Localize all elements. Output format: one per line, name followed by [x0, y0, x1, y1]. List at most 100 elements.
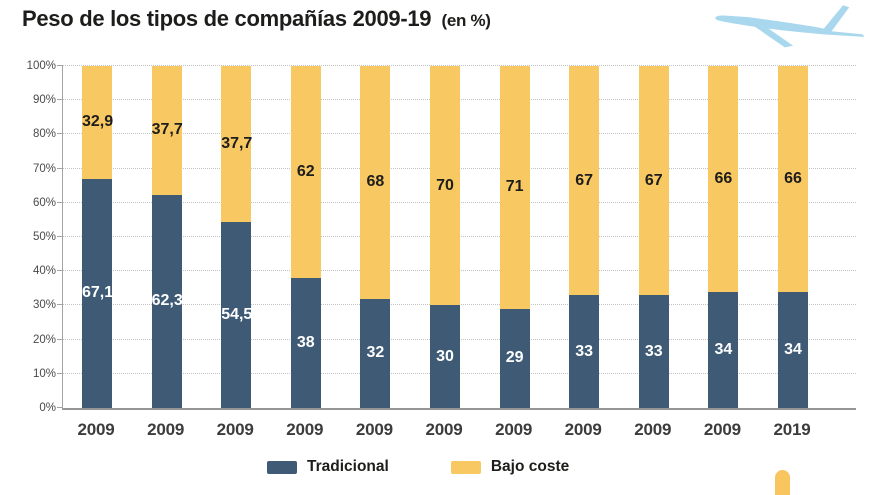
y-tick-90% — [57, 99, 63, 101]
bar-segment-bajo-coste: 66 — [708, 66, 739, 292]
legend-label-bajo-coste: Bajo coste — [490, 458, 570, 475]
corner-yellow-shape — [775, 470, 790, 495]
bar-5: 32 68 — [360, 66, 391, 408]
x-axis-label-10: 2009 — [703, 420, 741, 439]
value-label: 34 — [714, 340, 733, 358]
legend-item-tradicional: Tradicional — [267, 458, 389, 476]
value-label: 62,3 — [151, 292, 183, 310]
value-label: 66 — [714, 169, 733, 187]
y-tick-20% — [57, 338, 63, 340]
bar-segment-tradicional: 67,1 — [82, 178, 114, 408]
y-axis-label-40%: 40% — [32, 265, 56, 278]
bar-segment-bajo-coste: 37,7 — [221, 66, 252, 222]
bar-segment-bajo-coste: 67 — [569, 66, 600, 296]
value-label: 30 — [436, 347, 454, 365]
value-label: 34 — [784, 340, 802, 358]
y-axis-label-0%: 0% — [39, 402, 56, 414]
value-label: 54,5 — [221, 305, 253, 323]
y-axis-label-20%: 20% — [32, 333, 56, 346]
bar-segment-tradicional: 54,5 — [221, 221, 253, 408]
y-axis-label-80%: 80% — [32, 128, 56, 141]
x-axis-label-1: 2009 — [77, 420, 115, 439]
bar-segment-tradicional: 38 — [290, 278, 321, 408]
y-tick-0% — [57, 407, 63, 408]
value-label: 66 — [784, 169, 802, 187]
legend-swatch-bajo-coste — [450, 460, 481, 474]
chart-title: Peso de los tipos de compañías 2009-19 (… — [22, 6, 491, 32]
x-axis-label-8: 2009 — [564, 420, 602, 439]
y-axis-label-60%: 60% — [32, 196, 56, 209]
bar-3: 54,5 37,7 — [221, 66, 253, 408]
value-label: 70 — [436, 176, 454, 194]
y-axis-label-70%: 70% — [32, 162, 56, 175]
y-tick-50% — [57, 236, 63, 237]
chart-title-main: Peso de los tipos de compañías 2009-19 — [22, 6, 432, 31]
airplane-icon — [715, 5, 865, 48]
value-label: 37,7 — [151, 121, 183, 139]
x-axis-label-2: 2009 — [147, 420, 185, 439]
value-label: 29 — [505, 349, 524, 367]
legend-swatch-tradicional — [267, 460, 297, 474]
bar-10: 34 66 — [708, 66, 739, 408]
value-label: 67 — [575, 171, 594, 189]
x-axis-label-6: 2009 — [425, 420, 463, 439]
legend-label-tradicional: Tradicional — [307, 458, 389, 475]
y-axis-label-50%: 50% — [32, 231, 56, 243]
y-tick-30% — [57, 304, 63, 306]
y-tick-10% — [57, 372, 63, 374]
x-axis-label-9: 2009 — [634, 420, 672, 439]
bar-segment-bajo-coste: 62 — [290, 66, 321, 279]
x-axis-label-5: 2009 — [355, 420, 393, 439]
bar-segment-tradicional: 33 — [569, 295, 600, 408]
value-label: 33 — [644, 342, 663, 360]
y-tick-80% — [57, 133, 63, 135]
bar-segment-bajo-coste: 67 — [638, 66, 669, 296]
y-tick-70% — [57, 167, 63, 169]
bar-2: 62,3 37,7 — [151, 66, 183, 408]
bar-segment-bajo-coste: 66 — [778, 66, 808, 292]
value-label: 32 — [366, 344, 385, 362]
value-label: 38 — [296, 334, 315, 352]
y-tick-100% — [57, 65, 63, 66]
bar-segment-tradicional: 62,3 — [151, 194, 183, 408]
legend: Tradicional Bajo coste — [267, 458, 569, 476]
bar-segment-bajo-coste: 68 — [360, 66, 391, 299]
bar-segment-bajo-coste: 37,7 — [151, 66, 183, 195]
x-axis-label-7: 2009 — [495, 420, 533, 439]
bar-4: 38 62 — [290, 66, 321, 408]
legend-item-bajo-coste: Bajo coste — [450, 458, 570, 476]
bar-9: 33 67 — [638, 66, 669, 408]
bar-8: 33 67 — [569, 66, 600, 408]
bar-segment-tradicional: 29 — [499, 308, 530, 408]
y-axis-labels: 0% 10% 20% 30% 40% 50% 60% 70% 80% 90% 100% — [0, 60, 56, 414]
bar-segment-bajo-coste: 71 — [499, 66, 530, 309]
value-label: 68 — [366, 173, 385, 191]
bar-7: 29 71 — [499, 66, 530, 408]
bar-segment-tradicional: 30 — [430, 305, 460, 408]
value-label: 32,9 — [82, 113, 114, 131]
y-axis-label-10%: 10% — [32, 367, 56, 380]
chart-title-units: (en %) — [441, 11, 491, 30]
value-label: 67 — [644, 171, 663, 189]
bar-segment-tradicional: 34 — [708, 291, 739, 408]
gridline-100% — [63, 65, 856, 66]
y-tick-40% — [57, 270, 63, 272]
value-label: 33 — [575, 342, 594, 360]
bar-11: 34 66 — [778, 66, 808, 408]
y-axis-label-90%: 90% — [32, 94, 56, 107]
x-axis-label-4: 2009 — [286, 420, 324, 439]
y-axis-label-30%: 30% — [32, 299, 56, 312]
bar-segment-tradicional: 34 — [778, 291, 808, 408]
y-axis-label-100%: 100% — [26, 60, 56, 72]
bar-segment-tradicional: 32 — [360, 298, 391, 408]
x-axis-label-11: 2019 — [773, 420, 811, 439]
value-label: 67,1 — [82, 284, 114, 302]
bar-segment-bajo-coste: 70 — [430, 66, 460, 306]
y-tick-60% — [57, 201, 63, 203]
bar-segment-tradicional: 33 — [638, 295, 669, 408]
x-axis-label-3: 2009 — [216, 420, 254, 439]
bar-1: 67,1 32,9 — [82, 66, 114, 408]
bar-6: 30 70 — [430, 66, 460, 408]
bar-segment-bajo-coste: 32,9 — [82, 66, 114, 179]
